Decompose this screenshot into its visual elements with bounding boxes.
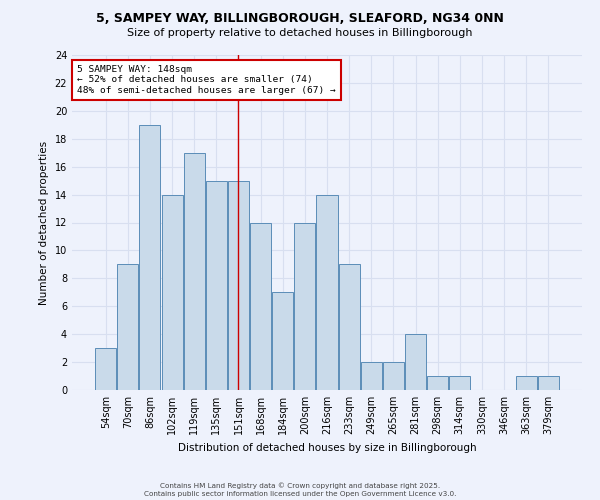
Bar: [449, 376, 470, 390]
Bar: [427, 376, 448, 390]
Bar: [405, 334, 426, 390]
Bar: [338, 264, 359, 390]
Text: 5 SAMPEY WAY: 148sqm
← 52% of detached houses are smaller (74)
48% of semi-detac: 5 SAMPEY WAY: 148sqm ← 52% of detached h…: [77, 65, 336, 95]
Bar: [295, 222, 316, 390]
Bar: [161, 194, 182, 390]
Bar: [184, 152, 205, 390]
Bar: [206, 180, 227, 390]
Y-axis label: Number of detached properties: Number of detached properties: [39, 140, 49, 304]
Bar: [272, 292, 293, 390]
Text: 5, SAMPEY WAY, BILLINGBOROUGH, SLEAFORD, NG34 0NN: 5, SAMPEY WAY, BILLINGBOROUGH, SLEAFORD,…: [96, 12, 504, 26]
Bar: [361, 362, 382, 390]
Bar: [95, 348, 116, 390]
Bar: [118, 264, 139, 390]
X-axis label: Distribution of detached houses by size in Billingborough: Distribution of detached houses by size …: [178, 442, 476, 452]
Text: Contains HM Land Registry data © Crown copyright and database right 2025.: Contains HM Land Registry data © Crown c…: [160, 482, 440, 489]
Bar: [383, 362, 404, 390]
Bar: [538, 376, 559, 390]
Bar: [250, 222, 271, 390]
Bar: [316, 194, 338, 390]
Bar: [515, 376, 536, 390]
Bar: [139, 125, 160, 390]
Text: Size of property relative to detached houses in Billingborough: Size of property relative to detached ho…: [127, 28, 473, 38]
Text: Contains public sector information licensed under the Open Government Licence v3: Contains public sector information licen…: [144, 491, 456, 497]
Bar: [228, 180, 249, 390]
